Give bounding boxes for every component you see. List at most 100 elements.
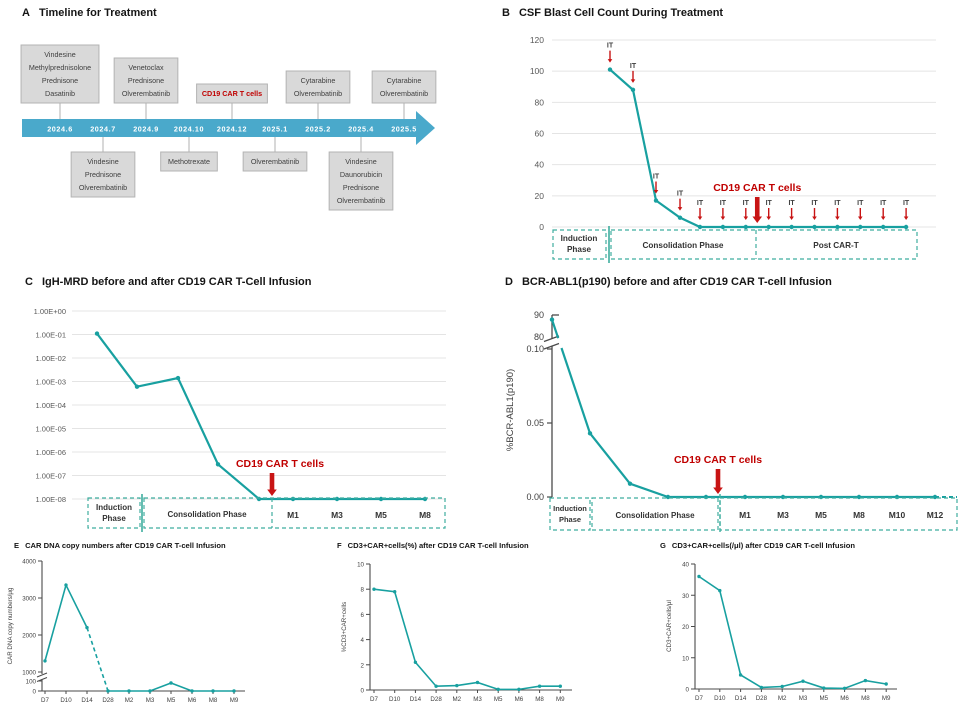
- timeline-date: 2024.7: [90, 125, 116, 134]
- y-tick-label: 0.00: [526, 492, 544, 502]
- drug-label: Venetoclax: [128, 63, 164, 72]
- y-tick-label: 10: [682, 655, 689, 662]
- drug-label: Vindesine: [87, 157, 118, 166]
- x-tick-label: M8: [861, 695, 870, 702]
- drug-label: Cytarabine: [301, 76, 336, 85]
- panel-a-letter: A: [22, 7, 30, 19]
- treatment-box: Venetoclax Prednisone Olverembatinib: [113, 57, 179, 104]
- drug-label: Olverembatinib: [380, 89, 428, 98]
- data-point: [630, 87, 636, 93]
- car-t-box-label: CD19 CAR T cells: [202, 89, 262, 98]
- panel-b-letter: B: [502, 7, 510, 19]
- drug-label: Methylprednisolone: [29, 63, 91, 72]
- drug-label: Prednisone: [128, 76, 164, 85]
- it-arrow: [720, 208, 726, 220]
- data-point: [106, 689, 110, 693]
- y-axis-label: CAR DNA copy numbers/μg: [7, 587, 14, 664]
- it-label: IT: [834, 200, 841, 207]
- it-label: IT: [903, 200, 910, 207]
- y-tick-label: 8: [361, 587, 365, 594]
- data-point: [720, 224, 726, 230]
- data-point: [211, 689, 215, 693]
- it-label: IT: [811, 200, 818, 207]
- data-point: [43, 659, 47, 663]
- x-tick-label: D14: [735, 695, 747, 702]
- y-tick-label: 100: [26, 679, 37, 686]
- data-point: [743, 224, 748, 230]
- panel-b-chart: 0 20 40 60 80 100 120 IT IT IT IT IT IT IT IT IT IT IT IT I…: [530, 35, 936, 263]
- y-tick-label: 60: [535, 129, 545, 139]
- y-tick-label: 40: [682, 562, 689, 569]
- csf-trend-line: [609, 68, 907, 229]
- x-tick-label: M8: [535, 696, 544, 703]
- panel-a-timeline-figure: 2024.6 2024.7 2024.9 2024.10 2024.12 2025.1 20…: [20, 44, 437, 211]
- x-tick-label: D10: [60, 697, 72, 704]
- data-point: [134, 384, 140, 389]
- x-tick-label: M8: [209, 697, 218, 704]
- y-tick-label: 2: [361, 662, 365, 669]
- month-label: M5: [375, 510, 387, 520]
- data-point: [718, 588, 722, 593]
- axis-break: [543, 335, 560, 343]
- x-tick-label: D10: [714, 695, 726, 702]
- month-label: M3: [777, 510, 789, 520]
- panel-f-title: F CD3+CAR+cells(%) after CD19 CAR T-cell…: [337, 541, 529, 550]
- y-tick-label: 2000: [22, 633, 36, 640]
- x-tick-label: D28: [102, 697, 114, 704]
- y-tick-label: 0.10: [526, 344, 544, 354]
- x-tick-label: M6: [515, 696, 524, 703]
- data-point: [413, 660, 418, 664]
- cd3-abs-line: [698, 575, 887, 690]
- data-point: [215, 462, 221, 467]
- x-tick-label: D28: [430, 696, 442, 703]
- y-tick-label: 30: [682, 593, 689, 600]
- data-point: [232, 689, 236, 693]
- phase-box: [719, 497, 958, 531]
- timeline-date: 2025.1: [262, 125, 288, 134]
- data-point: [677, 215, 683, 220]
- treatment-box: Vindesine Daunorubicin Prednisone Olveremba…: [328, 151, 394, 211]
- timeline-date: 2024.10: [174, 125, 204, 134]
- y-tick-label: 120: [530, 35, 544, 45]
- month-label: M8: [853, 510, 865, 520]
- x-tick-label: D7: [695, 695, 703, 702]
- x-tick-label: M6: [188, 697, 197, 704]
- phase-label: Phase: [567, 245, 592, 254]
- x-tick-label: M2: [125, 697, 134, 704]
- panel-a-title: A Timeline for Treatment: [22, 7, 157, 19]
- it-label: IT: [766, 200, 773, 207]
- data-point: [842, 686, 847, 691]
- x-tick-label: M5: [167, 697, 176, 704]
- it-arrow: [858, 208, 863, 220]
- timeline-date: 2024.6: [47, 125, 73, 134]
- panel-d-letter: D: [505, 276, 513, 288]
- it-arrow: [607, 50, 613, 63]
- drug-label: Prednisone: [42, 76, 78, 85]
- phase-label: Consolidation Phase: [615, 511, 695, 520]
- y-tick-label: 1.00E-05: [36, 425, 66, 434]
- data-point: [607, 67, 613, 72]
- data-point: [801, 679, 805, 683]
- panel-b-title: B CSF Blast Cell Count During Treatment: [502, 7, 723, 19]
- panel-d-title: D BCR-ABL1(p190) before and after CD19 C…: [505, 276, 832, 288]
- drug-label: Methotrexate: [168, 157, 210, 166]
- data-point: [475, 680, 480, 685]
- it-label: IT: [697, 200, 704, 207]
- y-tick-label: 1.00E-03: [36, 378, 66, 387]
- month-label: M12: [927, 510, 944, 520]
- x-tick-label: D10: [389, 696, 401, 703]
- panel-e-heading: CAR DNA copy numbers after CD19 CAR T-ce…: [25, 541, 226, 550]
- panel-d-chart: 90 80 0.10 0.05 0.00 %BCR-ABL1(p190) CD19 CAR …: [505, 310, 958, 532]
- panel-a-heading: Timeline for Treatment: [38, 7, 157, 19]
- y-axis-label: %BCR-ABL1(p190): [505, 369, 516, 451]
- panel-g-title: G CD3+CAR+cells(/μl) after CD19 CAR T-ce…: [660, 541, 855, 550]
- drug-label: Olverembatinib: [337, 196, 385, 205]
- y-tick-label: 1.00E-01: [36, 331, 66, 340]
- data-point: [697, 224, 703, 230]
- it-arrow: [880, 208, 886, 220]
- y-tick-label: 4000: [22, 559, 36, 566]
- month-label: M5: [815, 510, 827, 520]
- x-tick-label: M9: [230, 697, 239, 704]
- phase-box: [591, 497, 719, 531]
